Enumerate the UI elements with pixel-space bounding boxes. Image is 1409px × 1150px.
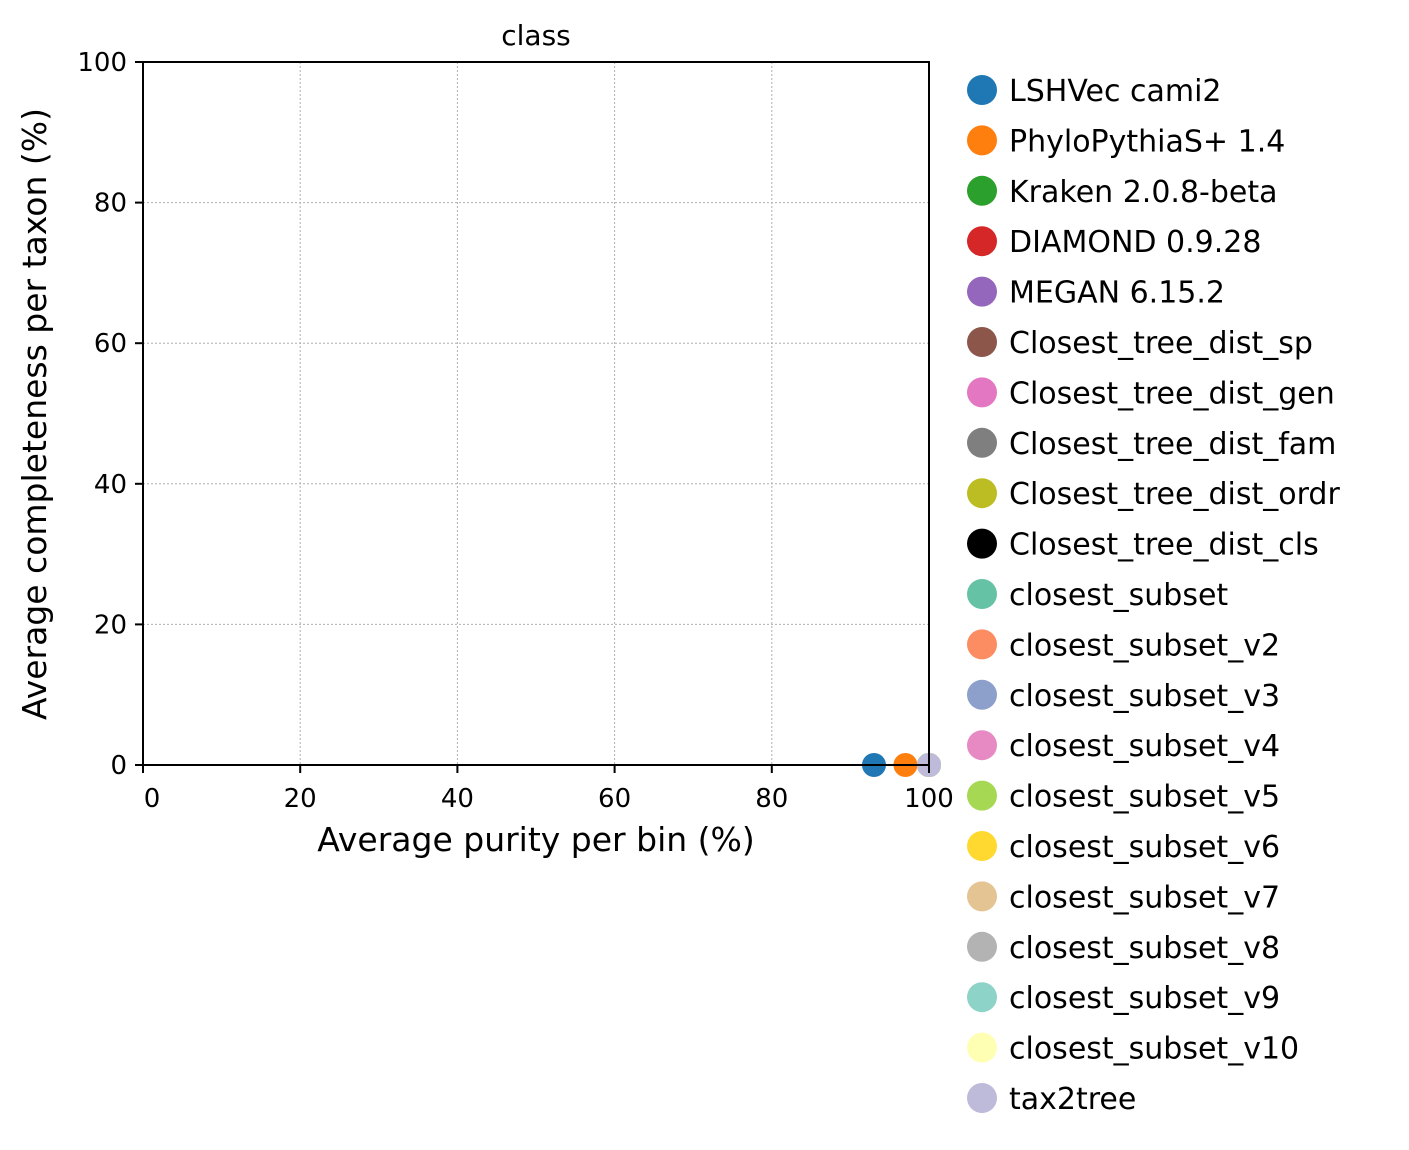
x-tick-label: 0 [144,784,161,814]
y-tick-label: 20 [94,610,127,640]
legend-marker [967,931,997,962]
legend-label: closest_subset_v10 [1009,1032,1299,1067]
legend-marker [967,730,997,761]
legend-label: DIAMOND 0.9.28 [1009,225,1261,260]
legend-marker [967,1083,997,1113]
chart-title: class [501,19,571,52]
legend-marker [967,75,997,105]
y-tick-label: 60 [94,329,127,359]
legend-label: closest_subset_v6 [1009,830,1280,865]
legend-label: closest_subset_v2 [1009,628,1280,663]
x-tick-label: 80 [755,784,788,814]
legend-label: Closest_tree_dist_cls [1009,528,1319,563]
legend-marker [967,629,997,660]
y-tick-label: 100 [77,48,127,78]
plot-frame [142,61,930,766]
legend-marker [967,427,997,458]
legend-label: closest_subset [1009,578,1228,613]
legend-marker [967,831,997,861]
y-tick-label: 80 [94,189,127,219]
legend-marker [967,1032,997,1063]
x-axis-label: Average purity per bin (%) [317,820,755,859]
legend-label: closest_subset_v4 [1009,729,1280,764]
y-tick-label: 40 [94,470,127,500]
legend-marker [967,528,997,559]
x-tick-label: 20 [284,784,317,814]
legend-label: Kraken 2.0.8-beta [1009,175,1278,210]
y-axis-label: Average completeness per taxon (%) [15,108,54,720]
legend-label: Closest_tree_dist_ordr [1009,477,1340,512]
legend-marker [967,579,997,609]
legend-label: closest_subset_v9 [1009,981,1280,1016]
legend-label: closest_subset_v3 [1009,679,1280,714]
y-tick-label: 0 [110,751,127,781]
legend: LSHVec cami2 PhyloPythiaS+ 1.4 Kraken 2.0.… [967,74,1340,1117]
x-tick-label: 100 [904,784,954,814]
x-tick-label: 60 [598,784,631,814]
legend-label: LSHVec cami2 [1009,74,1222,109]
legend-marker [967,679,997,710]
legend-marker [967,226,997,257]
legend-label: PhyloPythiaS+ 1.4 [1009,124,1285,159]
legend-label: closest_subset_v8 [1009,931,1280,966]
legend-label: Closest_tree_dist_fam [1009,427,1336,462]
legend-marker [967,276,997,307]
legend-marker [967,881,997,912]
legend-label: closest_subset_v7 [1009,880,1280,915]
legend-label: MEGAN 6.15.2 [1009,276,1225,311]
legend-label: tax2tree [1009,1082,1136,1117]
legend-marker [967,780,997,811]
x-tick-label: 40 [441,784,474,814]
legend-label: closest_subset_v5 [1009,780,1280,815]
legend-marker [967,175,997,206]
legend-label: Closest_tree_dist_gen [1009,376,1335,411]
legend-marker [967,478,997,509]
legend-label: Closest_tree_dist_sp [1009,326,1313,361]
legend-marker [967,327,997,357]
legend-marker [967,125,997,156]
grid [142,61,930,766]
legend-marker [967,982,997,1013]
axis-ticks: 0 20 40 60 80 100 0 20 40 60 80 100 [77,48,953,814]
legend-marker [967,377,997,408]
